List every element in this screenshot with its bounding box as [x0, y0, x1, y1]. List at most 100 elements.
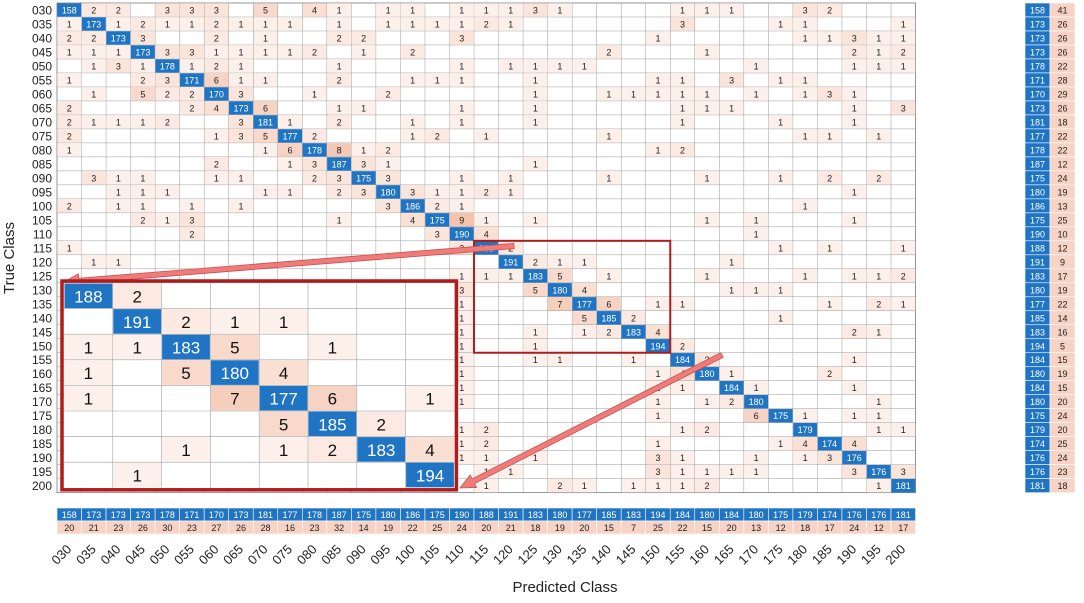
diag-label: 158: [62, 5, 77, 15]
offdiag-cell: [670, 450, 695, 465]
offdiag-cell: [204, 73, 229, 87]
offdiag-cell: [866, 129, 891, 143]
row-correct-label: 173: [1030, 19, 1045, 29]
offdiag-cell: [204, 171, 229, 185]
offdiag-cell: [400, 45, 425, 59]
row-error-label: 26: [1057, 33, 1067, 43]
offdiag-label: 1: [557, 5, 562, 15]
col-correct-label: 178: [307, 510, 322, 520]
offdiag-cell: [425, 199, 450, 213]
x-tick-label: 150: [637, 542, 663, 568]
offdiag-cell: [842, 464, 867, 479]
y-tick-label: 170: [32, 395, 52, 409]
y-tick-label: 055: [32, 73, 52, 87]
offdiag-cell: [768, 115, 793, 129]
offdiag-cell: [866, 395, 891, 409]
diag-cell: [817, 436, 842, 451]
offdiag-cell: [891, 423, 916, 437]
row-error-label: 22: [1057, 145, 1067, 155]
offdiag-cell: [474, 436, 499, 451]
offdiag-label: 1: [582, 257, 587, 267]
zoom-offdiag-cell: [259, 360, 308, 385]
offdiag-label: 1: [803, 75, 808, 85]
offdiag-cell: [768, 283, 793, 297]
row-correct-label: 180: [1030, 285, 1045, 295]
offdiag-label: 2: [729, 397, 734, 407]
col-correct-label: 176: [847, 510, 862, 520]
offdiag-label: 7: [557, 299, 562, 309]
zoom-offdiag-cell: [64, 360, 113, 385]
col-error-label: 24: [849, 523, 859, 533]
offdiag-cell: [646, 436, 670, 451]
offdiag-cell: [842, 381, 867, 395]
offdiag-cell: [179, 87, 204, 101]
offdiag-cell: [229, 171, 253, 185]
offdiag-label: 1: [533, 215, 538, 225]
y-tick-label: 135: [32, 297, 52, 311]
offdiag-cell: [596, 87, 621, 101]
offdiag-cell: [130, 31, 155, 45]
offdiag-label: 2: [876, 299, 881, 309]
offdiag-cell: [278, 157, 302, 171]
offdiag-label: 4: [852, 439, 857, 449]
offdiag-cell: [57, 101, 82, 115]
offdiag-cell: [768, 17, 793, 31]
offdiag-label: 2: [116, 5, 121, 15]
offdiag-label: 1: [754, 467, 759, 477]
zoom-offdiag-cell: [308, 437, 357, 462]
offdiag-cell: [130, 73, 155, 87]
offdiag-cell: [842, 436, 867, 451]
offdiag-cell: [744, 59, 769, 73]
offdiag-cell: [155, 213, 180, 227]
diag-cell: [768, 409, 793, 423]
offdiag-cell: [106, 171, 131, 185]
offdiag-label: 1: [655, 33, 660, 43]
offdiag-label: 1: [214, 47, 219, 57]
offdiag-cell: [793, 269, 818, 283]
offdiag-cell: [498, 185, 523, 199]
offdiag-label: 2: [67, 117, 72, 127]
y-tick-label: 120: [32, 255, 52, 269]
offdiag-cell: [376, 143, 401, 157]
row-error-label: 24: [1057, 453, 1067, 463]
offdiag-label: 2: [140, 215, 145, 225]
offdiag-label: 1: [778, 19, 783, 29]
offdiag-label: 1: [852, 271, 857, 281]
offdiag-cell: [842, 213, 867, 227]
diag-label: 181: [258, 117, 273, 127]
offdiag-label: 1: [459, 271, 464, 281]
diag-cell: [891, 478, 916, 493]
offdiag-label: 1: [165, 19, 170, 29]
zoom-diag-cell: [210, 360, 259, 385]
zoom-offdiag-cell: [210, 309, 259, 334]
offdiag-label: 2: [533, 257, 538, 267]
x-tick-label: 190: [833, 542, 859, 568]
offdiag-cell: [155, 115, 180, 129]
offdiag-cell: [817, 87, 842, 101]
y-axis-label: True Class: [1, 222, 18, 294]
offdiag-label: 1: [533, 327, 538, 337]
offdiag-label: 1: [803, 271, 808, 281]
diag-label: 171: [184, 75, 199, 85]
zoom-offdiag-cell: [162, 437, 210, 462]
offdiag-cell: [744, 213, 769, 227]
col-error-cell: [890, 520, 916, 535]
row-correct-label: 179: [1030, 425, 1045, 435]
offdiag-label: 1: [729, 467, 734, 477]
diag-label: 173: [233, 103, 248, 113]
offdiag-label: 1: [901, 19, 906, 29]
offdiag-cell: [842, 87, 867, 101]
row-correct-label: 178: [1030, 145, 1045, 155]
offdiag-cell: [817, 3, 842, 17]
x-tick-label: 070: [245, 542, 271, 568]
col-correct-label: 177: [577, 510, 592, 520]
row-error-label: 12: [1057, 243, 1067, 253]
offdiag-cell: [670, 73, 695, 87]
y-tick-label: 085: [32, 157, 52, 171]
y-tick-label: 090: [32, 171, 52, 185]
row-error-label: 15: [1057, 383, 1067, 393]
col-correct-label: 173: [111, 510, 126, 520]
offdiag-label: 1: [901, 33, 906, 43]
offdiag-label: 1: [410, 75, 415, 85]
offdiag-cell: [866, 297, 891, 311]
